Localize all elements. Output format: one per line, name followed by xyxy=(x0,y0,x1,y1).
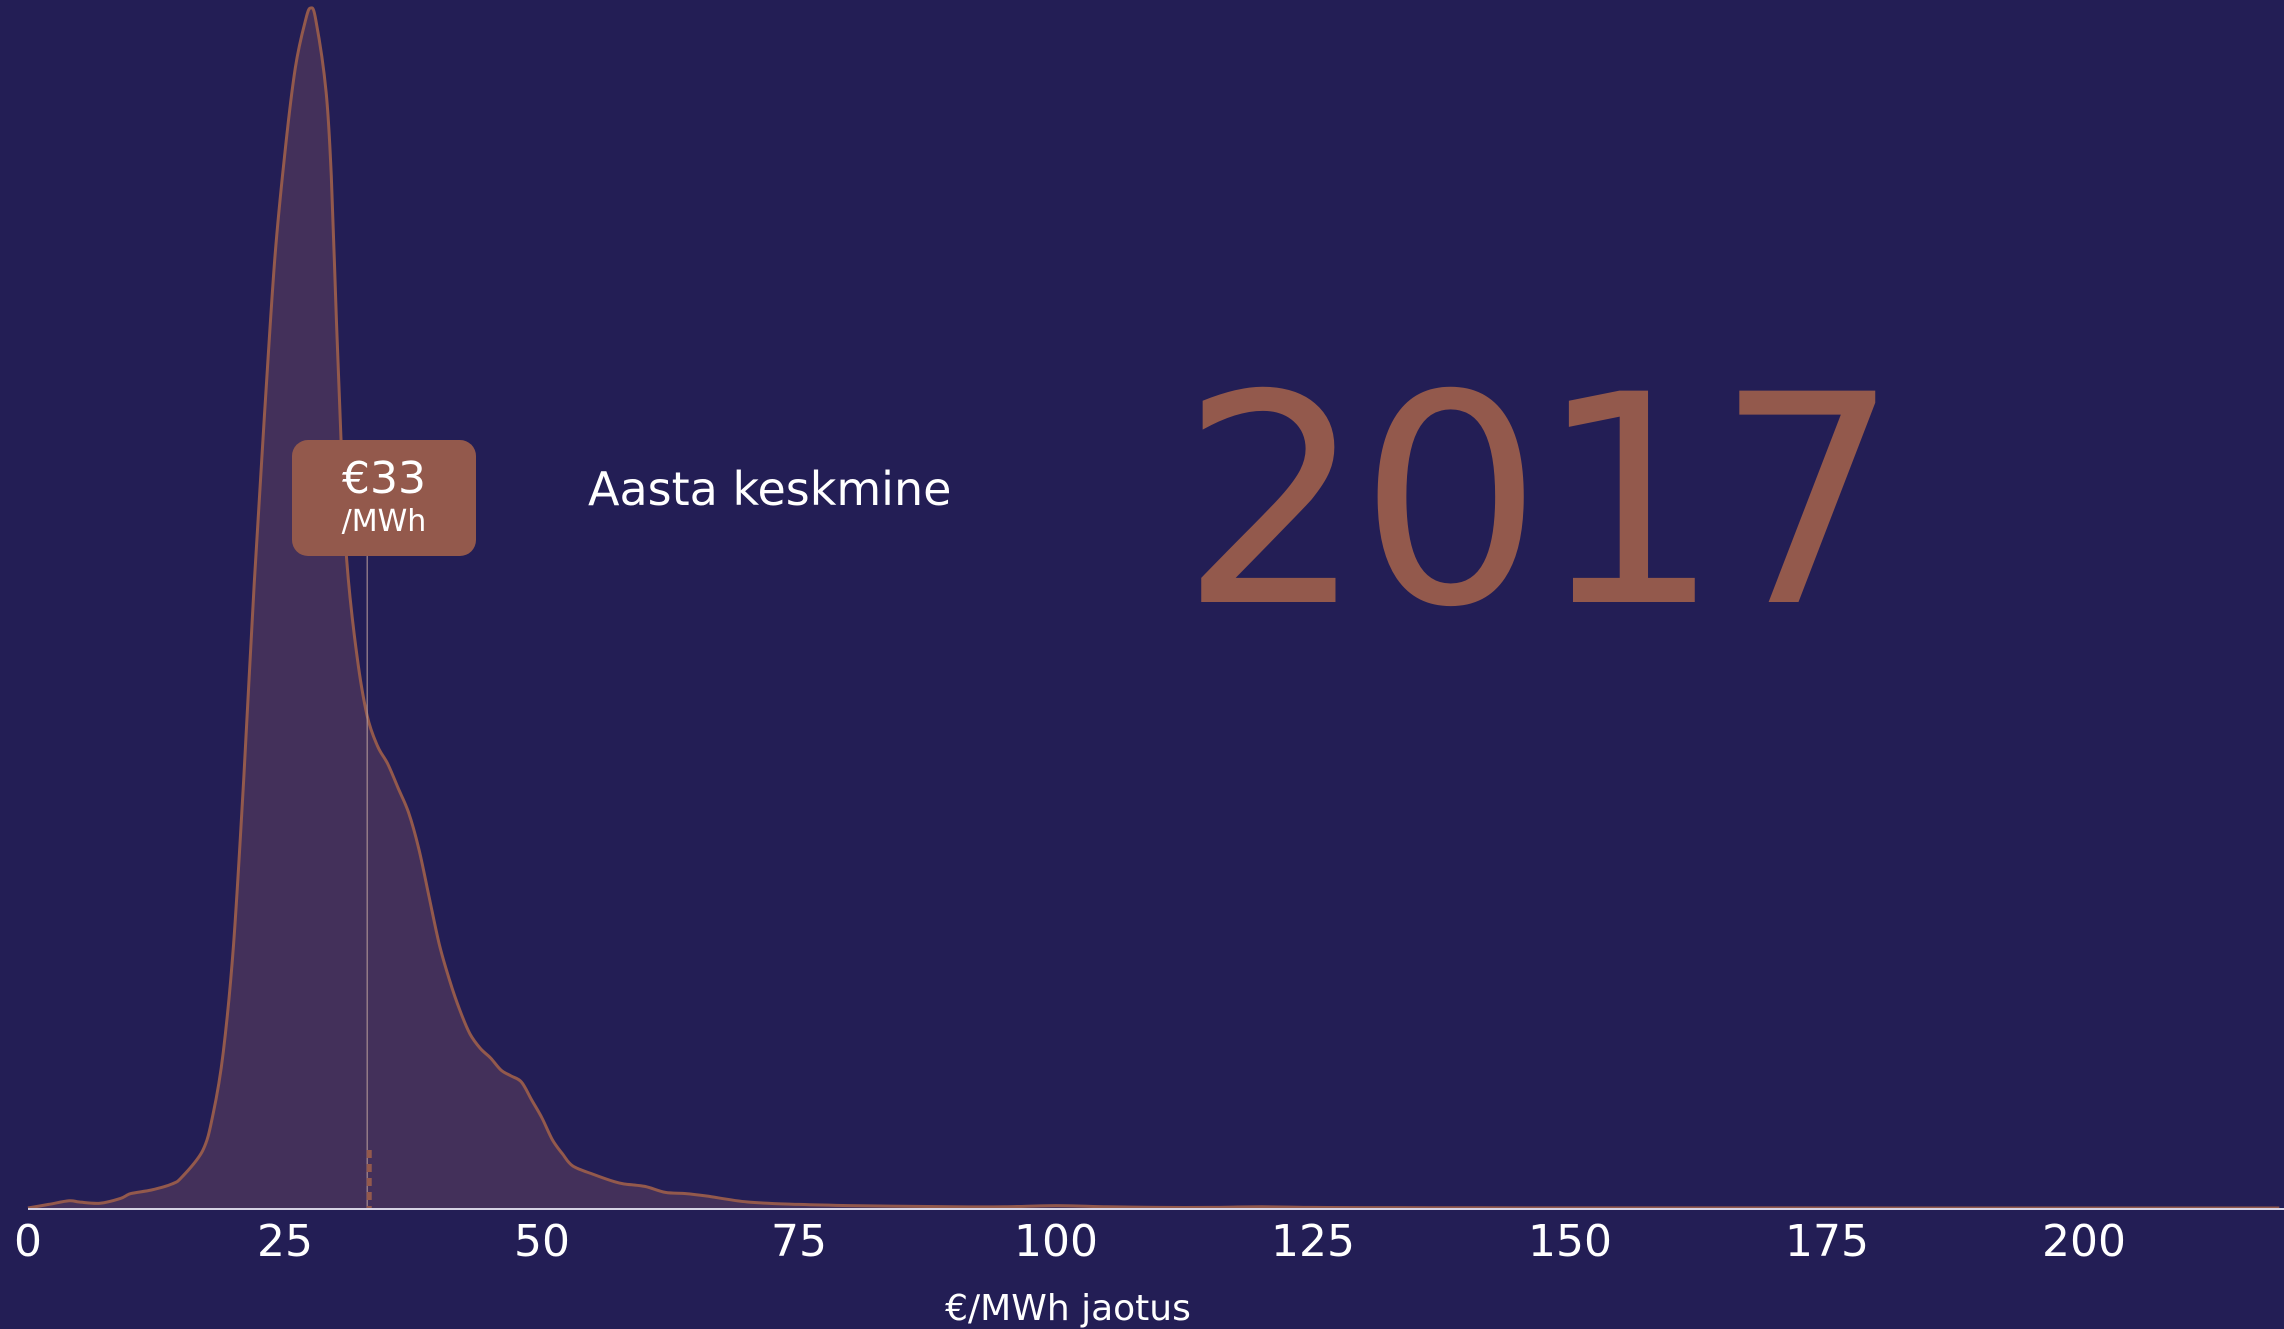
x-tick-label: 100 xyxy=(1014,1216,1098,1267)
x-tick-label: 200 xyxy=(2042,1216,2126,1267)
x-tick-labels: 0 25 50 75 100 125 150 175 200 xyxy=(14,1216,2126,1267)
x-tick-label: 50 xyxy=(514,1216,570,1267)
mean-annotation: Aasta keskmine xyxy=(588,462,952,516)
x-tick-label: 175 xyxy=(1785,1216,1869,1267)
mean-value: €33 xyxy=(342,453,426,504)
x-tick-label: 125 xyxy=(1271,1216,1355,1267)
density-area xyxy=(28,7,2280,1208)
x-tick-label: 25 xyxy=(257,1216,313,1267)
year-label: 2017 xyxy=(1180,334,1900,671)
x-tick-label: 0 xyxy=(14,1216,42,1267)
density-line xyxy=(27,6,2280,1210)
mean-unit: /MWh xyxy=(341,504,427,539)
x-tick-label: 75 xyxy=(771,1216,827,1267)
x-tick-label: 150 xyxy=(1528,1216,1612,1267)
mean-value-badge: €33 /MWh xyxy=(292,440,476,556)
x-axis-title: €/MWh jaotus xyxy=(945,1288,1191,1329)
